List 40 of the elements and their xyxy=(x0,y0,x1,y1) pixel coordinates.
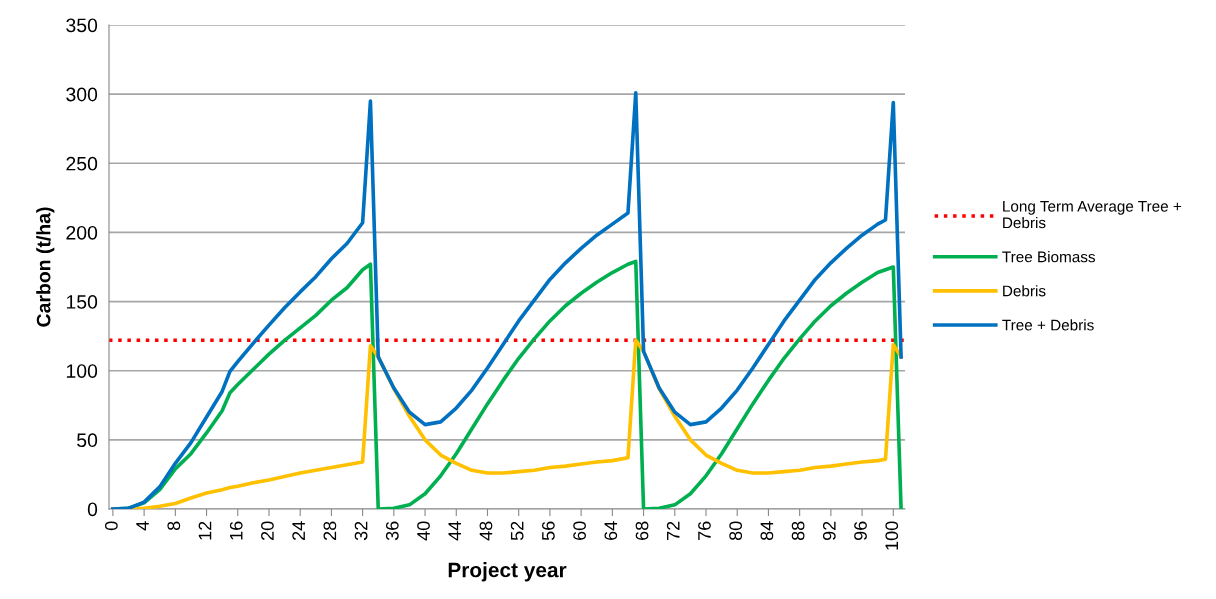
x-tick-label: 96 xyxy=(854,521,867,541)
legend-label: Debris xyxy=(1003,285,1046,297)
y-tick-label: 250 xyxy=(66,156,98,171)
legend-label: Long Term Average Tree + Debris xyxy=(1003,201,1182,229)
x-tick-label: 60 xyxy=(573,521,586,540)
x-tick-label: 44 xyxy=(448,521,461,541)
legend-label: Tree + Debris xyxy=(1002,319,1094,331)
y-axis-title: Carbon (t/ha) xyxy=(36,207,55,327)
x-tick-label: 32 xyxy=(354,521,368,541)
x-tick-label: 4 xyxy=(136,521,149,531)
y-tick-label: 150 xyxy=(66,295,98,309)
x-tick-label: 84 xyxy=(760,521,774,541)
x-tick-label: 36 xyxy=(385,521,399,541)
x-tick-label: 48 xyxy=(479,521,493,541)
x-tick-label: 52 xyxy=(510,521,524,541)
x-tick-label: 68 xyxy=(635,521,649,540)
y-tick-label: 350 xyxy=(66,18,98,33)
x-tick-label: 0 xyxy=(104,521,118,531)
x-tick-label: 100 xyxy=(885,521,899,550)
x-tick-label: 64 xyxy=(604,521,618,540)
x-tick-label: 92 xyxy=(822,521,836,541)
y-tick-label: 0 xyxy=(87,502,98,517)
x-tick-label: 16 xyxy=(229,521,243,540)
x-tick-label: 56 xyxy=(541,521,555,541)
y-tick-label: 200 xyxy=(66,225,98,240)
x-tick-label: 8 xyxy=(167,521,181,531)
y-tick-label: 300 xyxy=(66,87,98,102)
x-tick-label: 88 xyxy=(791,521,805,541)
legend-label: Tree Biomass xyxy=(1002,251,1096,263)
x-tick-label: 72 xyxy=(666,521,680,540)
x-tick-label: 40 xyxy=(417,521,430,541)
x-tick-label: 76 xyxy=(698,521,711,540)
y-tick-label: 50 xyxy=(77,433,98,448)
x-tick-label: 80 xyxy=(729,521,743,541)
y-tick-label: 100 xyxy=(66,364,98,378)
x-tick-label: 20 xyxy=(261,521,274,540)
x-tick-label: 12 xyxy=(198,521,212,540)
x-axis-title: Project year xyxy=(448,562,567,582)
x-tick-label: 28 xyxy=(323,521,337,540)
x-tick-label: 24 xyxy=(292,521,305,540)
